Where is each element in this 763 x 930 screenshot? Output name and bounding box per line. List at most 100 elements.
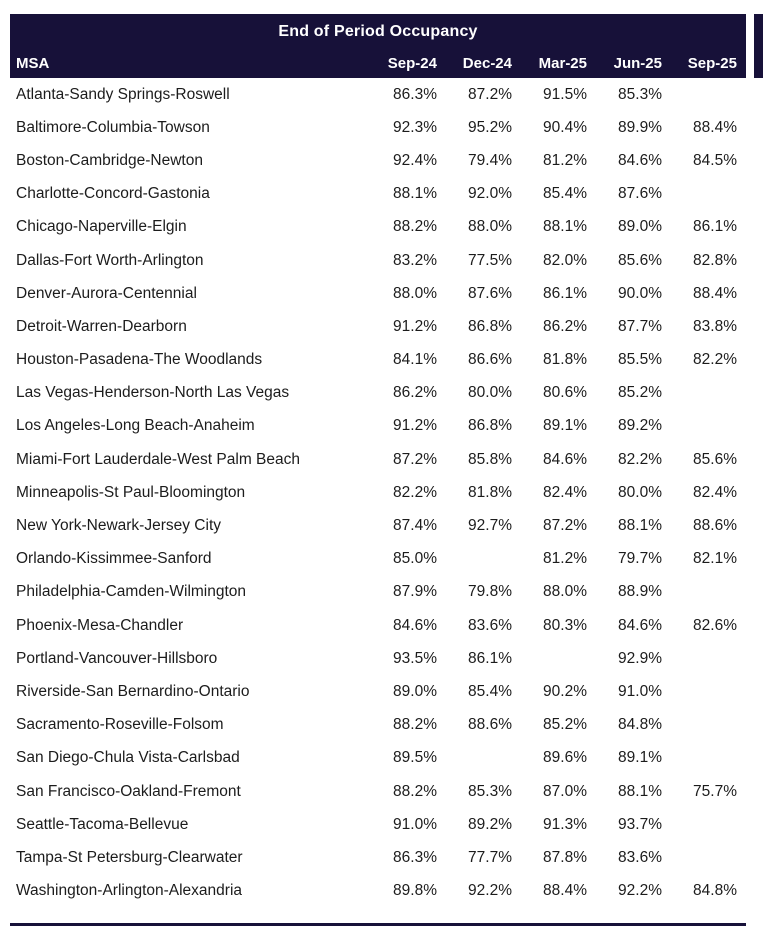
occupancy-value-cell: 88.1% — [393, 185, 437, 203]
table-row: Los Angeles-Long Beach-Anaheim 91.2% 86.8%… — [10, 409, 746, 444]
occupancy-value-cell: 89.0% — [393, 682, 437, 700]
table-row: San Francisco-Oakland-Fremont 88.2% 85.3% 8… — [10, 774, 746, 809]
occupancy-value-cell: 88.2% — [393, 218, 437, 236]
occupancy-value-cell: 87.8% — [543, 848, 587, 866]
msa-name-cell: Portland-Vancouver-Hillsboro — [16, 649, 218, 667]
occupancy-value-cell: 88.4% — [693, 284, 737, 302]
table-title-bar: End of Period Occupancy — [10, 14, 746, 49]
occupancy-value-cell: 90.4% — [543, 118, 587, 136]
occupancy-value-cell: 88.2% — [393, 782, 437, 800]
occupancy-value-cell: 85.4% — [543, 185, 587, 203]
occupancy-value-cell: 88.1% — [618, 517, 662, 535]
occupancy-value-cell: 86.1% — [693, 218, 737, 236]
occupancy-value-cell: 92.4% — [393, 151, 437, 169]
occupancy-value-cell: 82.8% — [693, 251, 737, 269]
occupancy-value-cell: 92.9% — [618, 649, 662, 667]
occupancy-value-cell: 87.7% — [618, 317, 662, 335]
occupancy-value-cell: 86.2% — [543, 317, 587, 335]
occupancy-value-cell: 87.9% — [393, 583, 437, 601]
msa-name-cell: Riverside-San Bernardino-Ontario — [16, 682, 250, 700]
occupancy-value-cell: 84.6% — [543, 450, 587, 468]
occupancy-value-cell: 85.3% — [468, 782, 512, 800]
occupancy-value-cell: 88.1% — [618, 782, 662, 800]
msa-name-cell: Las Vegas-Henderson-North Las Vegas — [16, 384, 290, 402]
occupancy-value-cell: 89.1% — [618, 749, 662, 767]
table-row: Boston-Cambridge-Newton 92.4% 79.4% 81.2% 84… — [10, 144, 746, 178]
msa-name-cell: Washington-Arlington-Alexandria — [16, 882, 243, 900]
occupancy-value-cell: 79.4% — [468, 151, 512, 169]
table-row: Portland-Vancouver-Hillsboro 93.5% 86.1% 92… — [10, 642, 746, 676]
msa-name-cell: Phoenix-Mesa-Chandler — [16, 616, 184, 634]
occupancy-value-cell: 86.2% — [393, 384, 437, 402]
table-row: New York-Newark-Jersey City 87.4% 92.7% 87.… — [10, 509, 746, 543]
occupancy-value-cell: 85.2% — [543, 716, 587, 734]
column-header-msa: MSA — [16, 55, 50, 72]
occupancy-value-cell: 84.8% — [618, 716, 662, 734]
occupancy-value-cell: 75.7% — [693, 782, 737, 800]
table-row: Orlando-Kissimmee-Sanford 85.0% 81.2% 79.7%… — [10, 542, 746, 576]
occupancy-value-cell: 85.6% — [618, 251, 662, 269]
column-header-sep25: Sep-25 — [687, 55, 737, 72]
occupancy-value-cell: 87.6% — [618, 185, 662, 203]
occupancy-value-cell: 81.2% — [543, 151, 587, 169]
column-header-jun25: Jun-25 — [613, 55, 662, 72]
msa-name-cell: San Francisco-Oakland-Fremont — [16, 782, 241, 800]
occupancy-value-cell: 86.3% — [393, 848, 437, 866]
occupancy-value-cell: 92.2% — [468, 882, 512, 900]
occupancy-value-cell: 87.2% — [468, 85, 512, 103]
msa-name-cell: Chicago-Naperville-Elgin — [16, 218, 187, 236]
occupancy-value-cell: 85.6% — [693, 450, 737, 468]
occupancy-value-cell: 79.7% — [618, 550, 662, 568]
occupancy-value-cell: 87.0% — [543, 782, 587, 800]
occupancy-value-cell: 88.2% — [393, 716, 437, 734]
occupancy-value-cell: 88.4% — [693, 118, 737, 136]
column-header-sep24: Sep-24 — [387, 55, 437, 72]
table-row: Atlanta-Sandy Springs-Roswell 86.3% 87.2% 9… — [10, 78, 746, 112]
msa-name-cell: Detroit-Warren-Dearborn — [16, 317, 187, 335]
table-row: Houston-Pasadena-The Woodlands 84.1% 86.6%… — [10, 343, 746, 377]
occupancy-value-cell: 92.0% — [468, 185, 512, 203]
table-header-row: MSA Sep-24 Dec-24 Mar-25 Jun-25 Sep-25 — [10, 49, 746, 78]
occupancy-value-cell: 86.8% — [468, 317, 512, 335]
msa-name-cell: Boston-Cambridge-Newton — [16, 151, 203, 169]
occupancy-value-cell: 92.2% — [618, 882, 662, 900]
msa-name-cell: Dallas-Fort Worth-Arlington — [16, 251, 204, 269]
table-row: Charlotte-Concord-Gastonia 88.1% 92.0% 85.4… — [10, 177, 746, 211]
occupancy-value-cell: 80.3% — [543, 616, 587, 634]
occupancy-value-cell: 84.6% — [618, 151, 662, 169]
occupancy-value-cell: 81.2% — [543, 550, 587, 568]
occupancy-value-cell: 90.2% — [543, 682, 587, 700]
occupancy-value-cell: 85.2% — [618, 384, 662, 402]
msa-name-cell: Charlotte-Concord-Gastonia — [16, 185, 210, 203]
occupancy-value-cell: 87.4% — [393, 517, 437, 535]
occupancy-value-cell: 91.2% — [393, 317, 437, 335]
table-row: Detroit-Warren-Dearborn 91.2% 86.8% 86.2% 87… — [10, 310, 746, 344]
occupancy-value-cell: 92.7% — [468, 517, 512, 535]
msa-name-cell: Philadelphia-Camden-Wilmington — [16, 583, 247, 601]
table-bottom-border — [10, 923, 746, 926]
occupancy-value-cell: 86.6% — [468, 351, 512, 369]
msa-name-cell: Minneapolis-St Paul-Bloomington — [16, 483, 246, 501]
table-body: Atlanta-Sandy Springs-Roswell 86.3% 87.2% 9… — [10, 78, 746, 908]
occupancy-value-cell: 88.6% — [693, 517, 737, 535]
occupancy-value-cell: 82.2% — [618, 450, 662, 468]
occupancy-value-cell: 84.5% — [693, 151, 737, 169]
table-row: Tampa-St Petersburg-Clearwater 86.3% 77.7%… — [10, 841, 746, 875]
table-row: Denver-Aurora-Centennial 88.0% 87.6% 86.1% 9… — [10, 277, 746, 311]
occupancy-value-cell: 89.5% — [393, 749, 437, 767]
table-row: Minneapolis-St Paul-Bloomington 82.2% 81.8… — [10, 476, 746, 510]
occupancy-value-cell: 91.3% — [543, 815, 587, 833]
occupancy-value-cell: 82.1% — [693, 550, 737, 568]
table-row: San Diego-Chula Vista-Carlsbad 89.5% 89.6%… — [10, 741, 746, 775]
occupancy-value-cell: 92.3% — [393, 118, 437, 136]
table-row: Sacramento-Roseville-Folsom 88.2% 88.6% 85.… — [10, 708, 746, 742]
occupancy-value-cell: 81.8% — [468, 483, 512, 501]
occupancy-value-cell: 84.1% — [393, 351, 437, 369]
occupancy-value-cell: 86.3% — [393, 85, 437, 103]
msa-name-cell: New York-Newark-Jersey City — [16, 517, 221, 535]
occupancy-value-cell: 86.1% — [543, 284, 587, 302]
table-row: Dallas-Fort Worth-Arlington 83.2% 77.5% 82.… — [10, 243, 746, 278]
msa-name-cell: San Diego-Chula Vista-Carlsbad — [16, 749, 240, 767]
occupancy-value-cell: 79.8% — [468, 583, 512, 601]
occupancy-value-cell: 86.8% — [468, 417, 512, 435]
